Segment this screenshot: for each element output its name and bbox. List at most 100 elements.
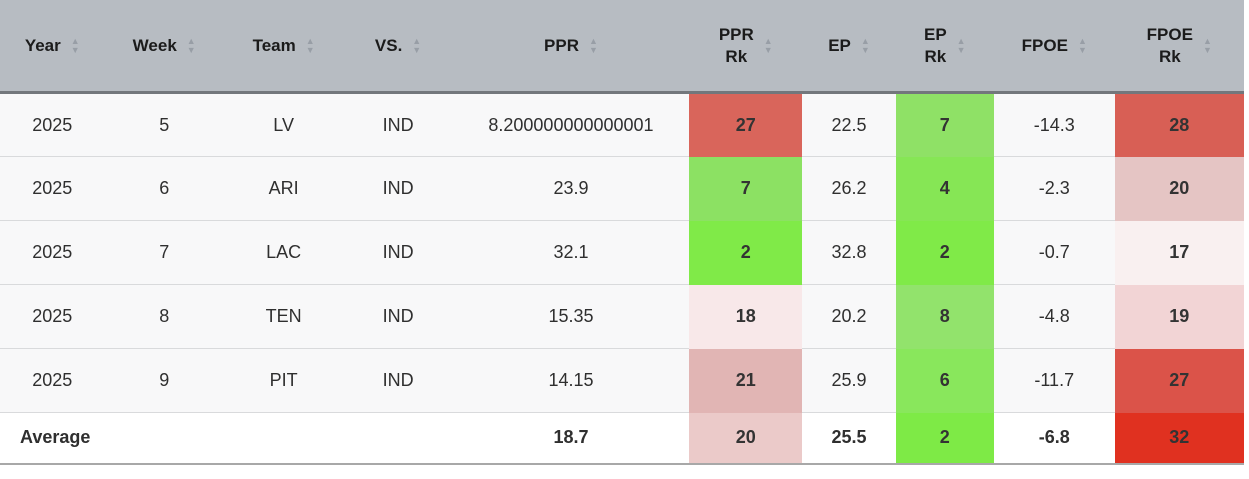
cell-year: 2025 [0,92,105,157]
sort-icons: ▲ ▼ [1077,36,1087,55]
cell-fpoe_rk: 19 [1114,284,1244,349]
cell-fpoe_rk: 27 [1114,348,1244,413]
cell-week: 6 [104,156,224,221]
cell-year: 2025 [0,156,105,221]
cell-ppr: 8.200000000000001 [452,92,690,157]
column-label: Team [252,35,296,55]
sort-icons: ▲ ▼ [305,37,315,55]
cell-fpoe: -2.3 [993,156,1115,221]
column-header-team[interactable]: Team ▲ ▼ [223,0,344,94]
cell-team: ARI [223,156,344,221]
cell-ppr_rk: 18 [689,284,803,349]
sort-icons: ▲ ▼ [70,36,80,55]
sort-down-icon: ▼ [589,45,598,55]
column-header-ep[interactable]: EP ▲ ▼ [802,0,896,94]
column-header-ep_rk[interactable]: EP Rk ▲ ▼ [895,0,994,94]
column-header-fpoe_rk[interactable]: FPOE Rk ▲ ▼ [1114,0,1244,94]
column-label: VS. [374,35,403,55]
column-header-ppr_rk[interactable]: PPR Rk ▲ ▼ [689,0,803,94]
cell-ep_rk: 2 [895,220,994,285]
cell-ep_rk: 7 [895,92,994,157]
column-header-ppr[interactable]: PPR ▲ ▼ [452,0,690,94]
cell-ep: 32.8 [802,220,896,285]
cell-year: 2025 [0,348,105,413]
cell-fpoe_rk: 17 [1114,220,1244,285]
cell-ep_rk: 4 [895,156,994,221]
cell-year: 2025 [0,284,105,349]
cell-ppr: 15.35 [452,284,690,349]
cell-team: PIT [223,348,344,413]
cell-fpoe: -4.8 [993,284,1115,349]
cell-week: 9 [104,348,224,413]
cell-ppr_rk: 20 [689,412,803,464]
cell-fpoe_rk: 28 [1114,92,1244,157]
sort-down-icon: ▼ [1202,45,1212,55]
cell-ep_rk: 2 [895,412,994,464]
cell-fpoe: -6.8 [993,412,1115,464]
column-header-vs[interactable]: VS. ▲ ▼ [343,0,453,94]
cell-week [104,412,224,464]
cell-ep: 26.2 [802,156,896,221]
cell-year: 2025 [0,220,105,285]
cell-ppr: 23.9 [452,156,690,221]
table-row: 2025 7 LAC IND 32.1 2 32.8 2 -0.7 17 [0,220,1244,285]
sort-icons: ▲ ▼ [763,36,773,55]
cell-ep: 20.2 [802,284,896,349]
sort-up-icon: ▲ [1077,36,1087,46]
sort-up-icon: ▲ [589,36,598,46]
cell-ep_rk: 6 [895,348,994,413]
cell-vs: IND [343,92,453,157]
sort-up-icon: ▲ [763,36,773,46]
column-label: FPOE [1021,35,1068,55]
column-label: Week [132,35,177,55]
cell-vs: IND [343,156,453,221]
cell-team: LV [223,92,344,157]
cell-vs: IND [343,348,453,413]
cell-week: 5 [104,92,224,157]
cell-week: 8 [104,284,224,349]
sort-down-icon: ▼ [860,45,870,55]
sort-down-icon: ▼ [305,45,315,55]
cell-fpoe: -0.7 [993,220,1115,285]
cell-ep: 25.9 [802,348,896,413]
cell-ep: 25.5 [802,412,896,464]
cell-ppr: 32.1 [452,220,690,285]
sort-down-icon: ▼ [763,45,773,55]
cell-team [223,412,344,464]
column-label: Year [24,35,61,55]
sort-up-icon: ▲ [186,36,196,46]
cell-fpoe: -11.7 [993,348,1115,413]
sort-down-icon: ▼ [186,45,196,55]
cell-week: 7 [104,220,224,285]
cell-ep_rk: 8 [895,284,994,349]
column-header-year[interactable]: Year ▲ ▼ [0,0,105,94]
sort-icons: ▲ ▼ [1202,36,1212,55]
sort-down-icon: ▼ [1077,45,1087,55]
table-row: 2025 5 LV IND 8.200000000000001 27 22.5 7 -14.3 2… [0,92,1244,157]
sort-up-icon: ▲ [1202,36,1212,46]
table-header: Year ▲ ▼ Week ▲ ▼ Team ▲ ▼ VS. ▲ ▼ PPR ▲ ▼ PPR Rk ▲ ▼ EP ▲ ▼… [0,0,1244,94]
sort-up-icon: ▲ [70,36,80,46]
cell-vs [343,412,453,464]
cell-ppr_rk: 27 [689,92,803,157]
column-header-week[interactable]: Week ▲ ▼ [104,0,224,94]
table-row: 2025 6 ARI IND 23.9 7 26.2 4 -2.3 20 [0,156,1244,221]
cell-vs: IND [343,220,453,285]
column-header-fpoe[interactable]: FPOE ▲ ▼ [993,0,1115,94]
cell-team: TEN [223,284,344,349]
cell-fpoe_rk: 32 [1114,412,1244,464]
average-row: Average 18.7 20 25.5 2 -6.8 32 [0,412,1244,464]
sort-up-icon: ▲ [956,36,966,46]
cell-ppr_rk: 7 [689,156,803,221]
column-label: EP [828,35,851,55]
sort-down-icon: ▼ [956,45,966,55]
sort-up-icon: ▲ [412,36,422,46]
table-body: 2025 5 LV IND 8.200000000000001 27 22.5 7 -14.3 2… [0,92,1244,464]
sort-down-icon: ▼ [412,45,422,55]
cell-ppr: 18.7 [452,412,690,464]
cell-ppr_rk: 2 [689,220,803,285]
column-label: PPR Rk [718,25,754,66]
sort-up-icon: ▲ [860,36,870,46]
column-label: PPR [544,35,579,55]
